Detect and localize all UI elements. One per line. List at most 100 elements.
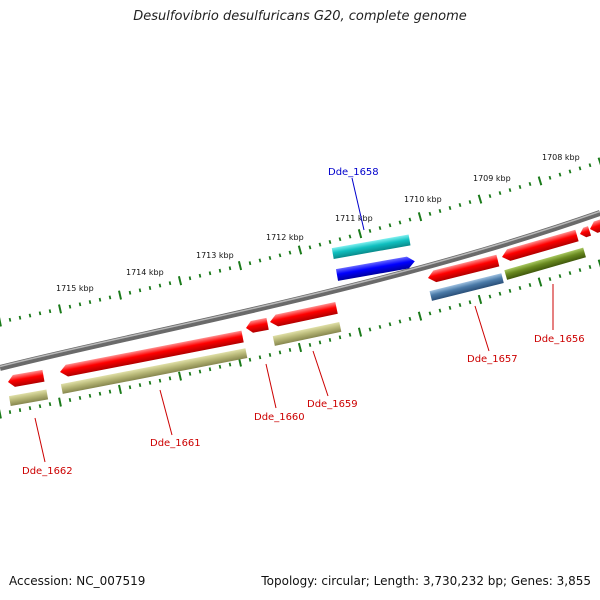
upper-scale-minor-tick (108, 295, 112, 300)
upper-scale-major-tick (417, 212, 423, 222)
upper-scale-minor-tick (388, 223, 392, 228)
upper-scale-minor-tick (68, 304, 72, 309)
upper-scale-minor-tick (348, 234, 352, 239)
lower-scale-minor-tick (308, 342, 312, 347)
lower-scale-minor-tick (468, 300, 472, 305)
scale-label-1712: 1712 kbp (266, 233, 304, 242)
upper-scale-major-tick (0, 317, 2, 327)
lower-scale-minor-tick (508, 288, 512, 293)
lower-scale-minor-tick (588, 265, 592, 270)
upper-scale-minor-tick (228, 266, 232, 271)
upper-scale-minor-tick (8, 317, 12, 322)
lower-scale-minor-tick (98, 391, 102, 396)
gene-dde-1657-red[interactable] (427, 254, 500, 284)
upper-scale-minor-tick (218, 268, 222, 273)
upper-scale-minor-tick (518, 185, 522, 190)
gene-label-dde-1659[interactable]: Dde_1659 (307, 399, 358, 410)
lower-scale-minor-tick (388, 322, 392, 327)
lower-scale-major-tick (178, 371, 182, 381)
upper-scale-minor-tick (498, 191, 502, 196)
lower-scale-minor-tick (548, 277, 552, 282)
upper-scale-minor-tick (138, 288, 142, 293)
upper-scale-minor-tick (258, 258, 262, 263)
lower-scale-minor-tick (28, 406, 32, 411)
lower-scale-minor-tick (378, 324, 382, 329)
lower-scale-major-tick (297, 342, 303, 353)
upper-scale-minor-tick (548, 175, 552, 180)
gene-dde-1661-khaki[interactable] (60, 348, 248, 394)
gene-dde-1656-olive[interactable] (504, 247, 586, 280)
gene-label-dde-1661[interactable]: Dde_1661 (150, 438, 201, 449)
gene-label-dde-1656[interactable]: Dde_1656 (534, 334, 585, 345)
gene-dde-1661-red[interactable] (59, 330, 244, 378)
upper-scale-minor-tick (18, 315, 22, 320)
lower-scale-minor-tick (318, 340, 322, 345)
accession-label: Accession: NC_007519 (9, 574, 146, 588)
leader-dde-1661 (159, 389, 173, 436)
scale-label-1715: 1715 kbp (56, 284, 94, 293)
upper-scale-minor-tick (468, 200, 472, 205)
gene-labels: Dde_1658 Dde_1656 Dde_1657 Dde_1659 Dde_… (22, 167, 585, 477)
lower-scale-minor-tick (108, 389, 112, 394)
gene-dde-1660-red[interactable] (245, 317, 269, 334)
lower-scale-major-tick (118, 384, 122, 395)
lower-scale-major-tick (58, 397, 62, 407)
upper-scale-minor-tick (438, 208, 442, 213)
scale-label-1710: 1710 kbp (404, 195, 442, 204)
upper-scale-minor-tick (488, 194, 492, 199)
upper-scale-minor-tick (448, 206, 452, 210)
lower-scale-minor-tick (328, 337, 332, 342)
upper-scale-major-tick (297, 245, 303, 255)
lower-scale-minor-tick (48, 402, 52, 407)
upper-scale-minor-tick (508, 188, 512, 193)
lower-scale-minor-tick (528, 283, 532, 287)
leader-dde-1657 (474, 305, 490, 352)
upper-scale-minor-tick (428, 211, 432, 216)
lower-scale-major-tick (357, 327, 363, 337)
lower-scale-minor-tick (438, 308, 442, 313)
gene-dde-1662-khaki[interactable] (8, 389, 49, 406)
lower-scale-minor-tick (218, 364, 222, 369)
gene-dde-1656-red[interactable] (500, 229, 579, 263)
gene-dde-1659-red[interactable] (269, 301, 338, 328)
gene-dde-1658-cyan[interactable] (331, 234, 411, 259)
leader-dde-1658 (351, 177, 365, 231)
leader-dde-1660 (265, 363, 277, 409)
gene-label-dde-1657[interactable]: Dde_1657 (467, 354, 518, 365)
lower-scale-minor-tick (148, 380, 152, 385)
lower-scale-minor-tick (88, 393, 92, 398)
upper-scale-minor-tick (198, 273, 202, 278)
upper-scale-minor-tick (48, 309, 52, 314)
upper-scale-minor-tick (188, 276, 192, 281)
lower-scale-minor-tick (248, 357, 252, 362)
lower-scale-major-tick (0, 409, 2, 419)
lower-scale-minor-tick (78, 395, 82, 400)
upper-scale-ring (0, 157, 600, 327)
upper-scale-minor-tick (248, 261, 252, 266)
gene-dde-1658-blue[interactable] (335, 255, 416, 281)
upper-scale-minor-tick (158, 283, 162, 288)
lower-scale-ring (0, 259, 600, 419)
lower-scale-minor-tick (18, 408, 22, 413)
upper-scale-minor-tick (278, 253, 282, 258)
genome-backbone (0, 210, 600, 371)
gene-dde-1657-steelblue[interactable] (429, 273, 504, 301)
gene-dde-1659-khaki[interactable] (272, 321, 342, 346)
lower-scale-minor-tick (68, 398, 72, 402)
gene-label-dde-1660[interactable]: Dde_1660 (254, 412, 305, 423)
lower-scale-minor-tick (428, 311, 432, 316)
upper-scale-minor-tick (78, 302, 82, 307)
upper-scale-major-tick (177, 276, 183, 286)
upper-scale-minor-tick (148, 286, 152, 290)
gene-dde-1662-red[interactable] (7, 369, 45, 388)
upper-scale-minor-tick (338, 237, 342, 242)
upper-scale-major-tick (118, 290, 122, 300)
upper-scale-major-tick (58, 304, 62, 314)
gene-label-dde-1662[interactable]: Dde_1662 (22, 466, 73, 477)
upper-scale-minor-tick (568, 169, 572, 174)
gene-label-dde-1658[interactable]: Dde_1658 (328, 167, 379, 178)
gene-edge-red-1[interactable] (578, 226, 592, 239)
gene-edge-red-2[interactable] (588, 218, 600, 235)
upper-scale-major-tick (477, 194, 483, 204)
upper-scale-minor-tick (288, 250, 292, 255)
